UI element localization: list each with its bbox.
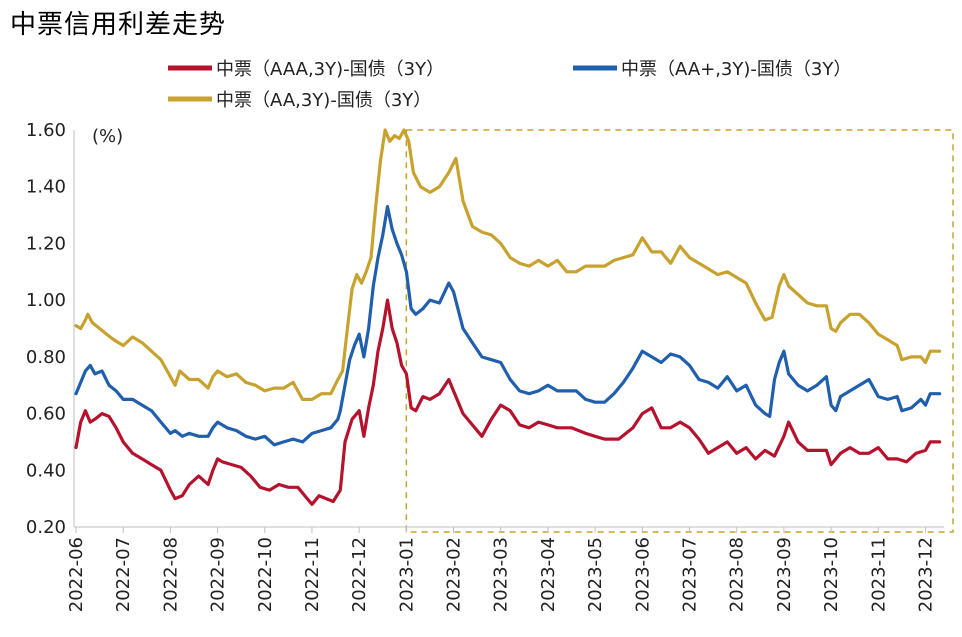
chart-title: 中票信用利差走势: [10, 10, 227, 40]
x-tick-label: 2022-07: [113, 537, 134, 612]
y-tick-label: 1.20: [26, 233, 66, 254]
series-line-2: [74, 205, 942, 447]
axes: 0.20 0.40 0.60 0.80 1.00 1.20 1.40 1.60 2022-06 2…: [26, 120, 944, 612]
y-tick-label: 1.40: [26, 177, 66, 198]
legend-label-3: 中票（AA,3Y)-国债（3Y）: [216, 90, 431, 111]
legend-label-1: 中票（AAA,3Y)-国债（3Y）: [216, 59, 444, 80]
highlight-box: [405, 129, 954, 533]
y-unit-label: (%): [92, 126, 123, 147]
x-tick-label: 2023-07: [680, 537, 701, 612]
x-tick-label: 2022-12: [349, 537, 370, 612]
series-line-3: [74, 128, 942, 401]
x-tick-label: 2023-03: [491, 537, 512, 612]
x-tick-label: 2023-09: [774, 537, 795, 612]
x-tick-label: 2023-02: [444, 537, 465, 612]
x-tick-label: 2023-06: [632, 537, 653, 612]
y-tick-label: 0.60: [26, 404, 66, 425]
y-tick-label: 0.20: [26, 517, 66, 538]
x-tick-label: 2023-01: [396, 537, 417, 612]
y-tick-label: 1.60: [26, 120, 66, 141]
series-line-1: [74, 298, 942, 506]
x-tick-label: 2022-10: [255, 537, 276, 612]
x-tick-label: 2022-08: [160, 537, 181, 612]
x-tick-label: 2023-10: [821, 537, 842, 612]
y-tick-label: 1.00: [26, 290, 66, 311]
y-tick-label: 0.40: [26, 460, 66, 481]
x-tick-label: 2023-12: [915, 537, 936, 612]
x-tick-label: 2022-06: [66, 537, 87, 612]
series-layer: [74, 128, 942, 506]
x-tick-label: 2023-08: [727, 537, 748, 612]
x-tick-label: 2023-05: [585, 537, 606, 612]
x-tick-label: 2023-11: [868, 537, 889, 612]
x-tick-label: 2022-09: [208, 537, 229, 612]
x-tick-label: 2022-11: [302, 537, 323, 612]
legend-label-2: 中票（AA+,3Y)-国债（3Y）: [621, 59, 851, 80]
x-tick-label: 2023-04: [538, 537, 559, 612]
y-tick-label: 0.80: [26, 347, 66, 368]
highlight-box-rect: [405, 129, 954, 533]
legend: 中票（AAA,3Y)-国债（3Y） 中票（AA+,3Y)-国债（3Y） 中票（AA,…: [168, 59, 851, 111]
